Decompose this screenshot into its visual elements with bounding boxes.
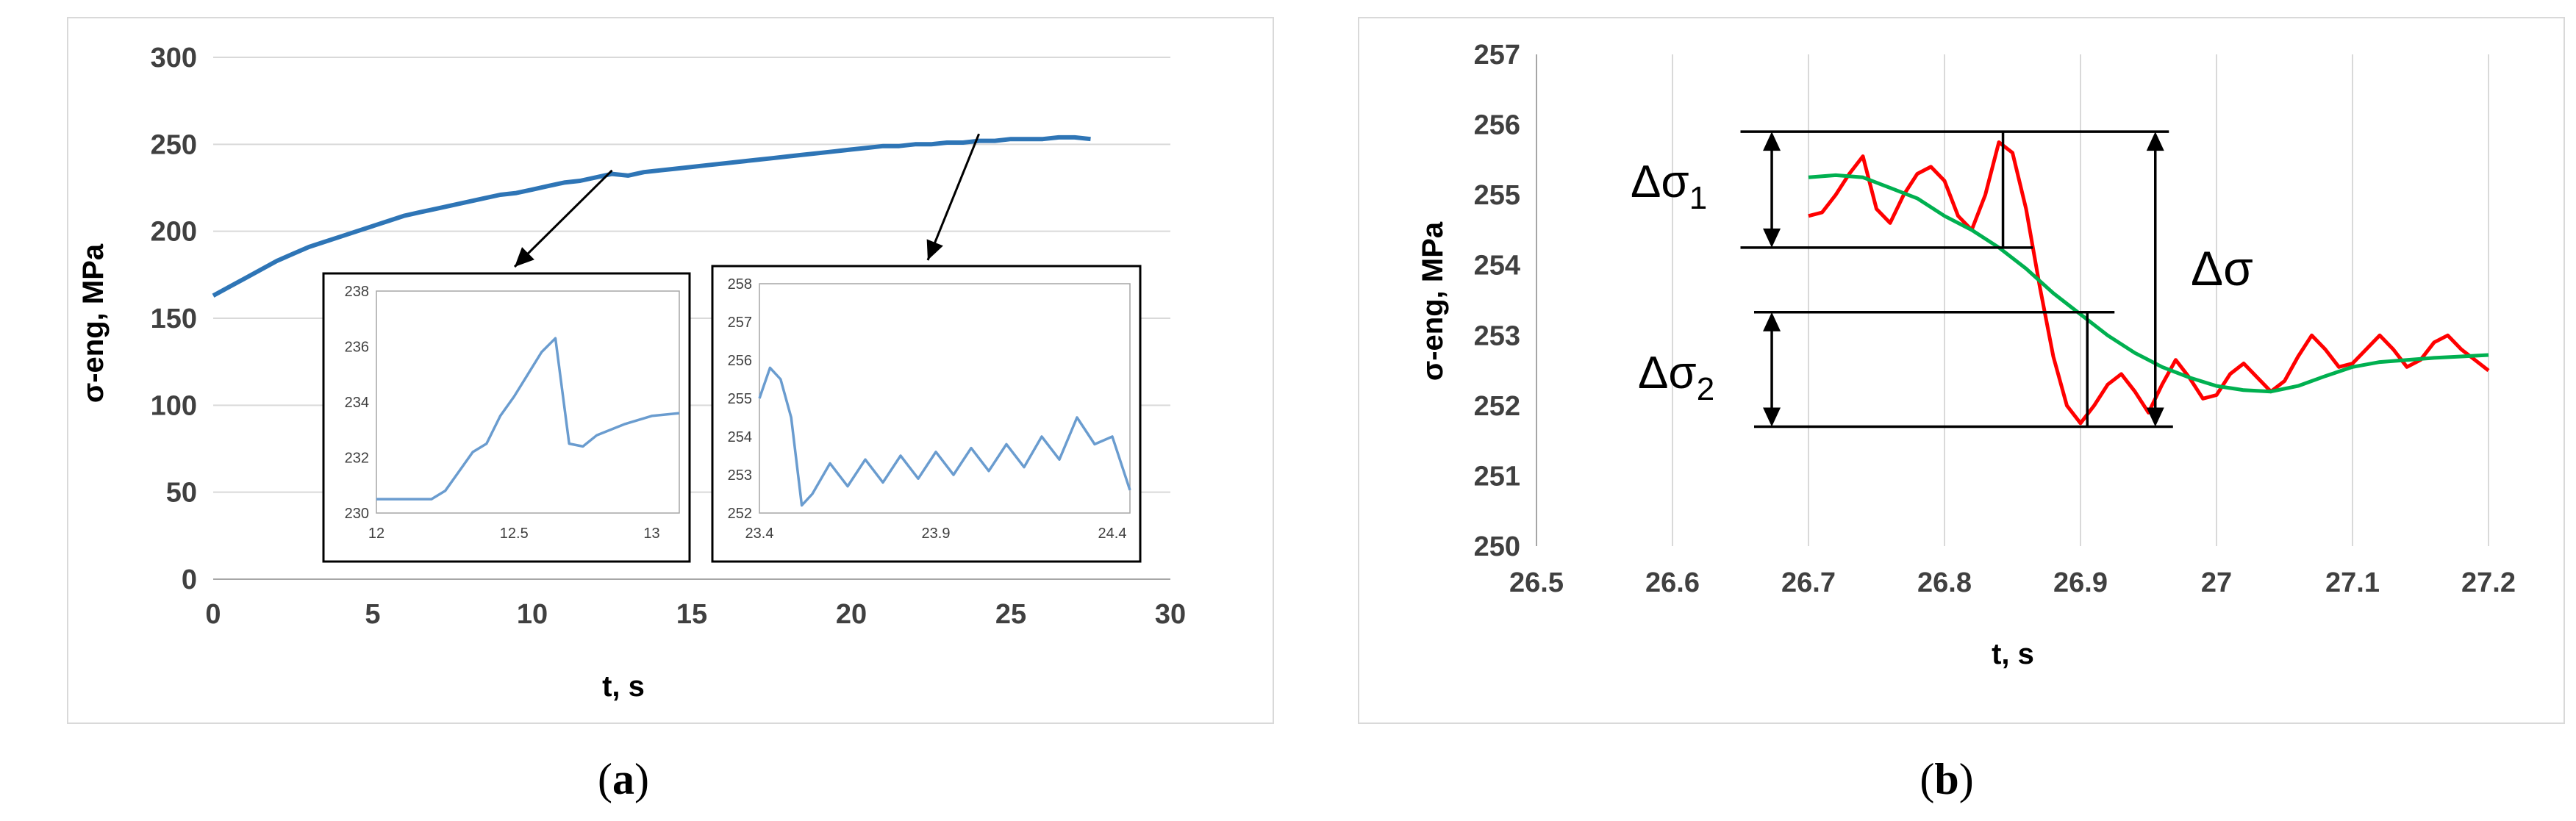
panel-b-x-axis-label: t, s: [1992, 638, 2034, 670]
inset-y-tick-label: 252: [728, 506, 752, 522]
inset-frame: [322, 272, 691, 563]
panel-a-tick-labels: 0 50 100 150 200 250 300 0 5 10 15 20 25 30: [151, 43, 1187, 630]
y-tick-label: 200: [151, 217, 197, 248]
x-tick-label: 26.7: [1781, 567, 1836, 598]
panel-b: 26.5 26.6 26.7 26.8 26.9 27 27.1 27.2 250 251 252 2…: [1358, 17, 2565, 724]
inset-plot-area: [376, 290, 680, 514]
y-tick-label: 50: [166, 478, 197, 509]
y-tick-label: 256: [1474, 110, 1520, 141]
inset-x-tick-label: 13: [643, 526, 659, 542]
x-tick-label: 26.5: [1509, 567, 1564, 598]
inset-y-tick-label: 258: [728, 276, 752, 293]
inset-y-tick-label: 257: [728, 315, 752, 331]
panel-b-gridlines: [1672, 54, 2489, 546]
zoom-arrow-line: [926, 133, 980, 261]
inset-x-tick-label: 12: [368, 526, 384, 542]
delta-sigma-2-label: Δσ2: [1638, 348, 1714, 407]
x-tick-label: 26.6: [1645, 567, 1700, 598]
inset-y-tick-label: 238: [345, 284, 369, 300]
inset-series-line: [758, 366, 1131, 507]
inset-y-tick-label: 236: [345, 340, 369, 356]
panel-a-y-axis-label: σ-eng, MPa: [77, 243, 110, 403]
delta-sigma-2-arrow-head-top: [1763, 312, 1781, 331]
delta-sigma-arrow-head-bottom: [2146, 407, 2164, 427]
x-tick-label: 27: [2201, 567, 2232, 598]
x-tick-label: 30: [1155, 599, 1186, 630]
panel-label-b: (b): [1920, 755, 1973, 803]
y-tick-label: 254: [1474, 251, 1520, 282]
x-tick-label: 26.8: [1917, 567, 1972, 598]
delta-sigma-1-arrow-head-bottom: [1763, 228, 1781, 248]
x-tick-label: 27.2: [2461, 567, 2516, 598]
panel-b-frame: [1358, 17, 2565, 724]
delta-sigma-arrow-head-top: [2146, 132, 2164, 151]
x-tick-label: 27.1: [2325, 567, 2380, 598]
inset-series-line: [376, 337, 680, 501]
inset-x-tick-label: 23.9: [922, 526, 951, 542]
y-tick-label: 251: [1474, 461, 1520, 492]
y-tick-label: 257: [1474, 40, 1520, 71]
y-tick-label: 150: [151, 304, 197, 334]
y-tick-label: 253: [1474, 320, 1520, 351]
inset-x-tick-label: 12.5: [500, 526, 529, 542]
zoom-arrow-line: [513, 169, 613, 268]
y-tick-label: 250: [151, 129, 197, 160]
inset-y-tick-label: 256: [728, 353, 752, 369]
y-tick-label: 252: [1474, 391, 1520, 422]
series-line-1: [1808, 173, 2489, 394]
x-tick-label: 0: [205, 599, 221, 630]
panel-label-a: (a): [598, 755, 649, 803]
zoom-arrow-head: [926, 239, 943, 260]
y-tick-label: 0: [182, 564, 197, 595]
x-tick-label: 10: [517, 599, 548, 630]
x-tick-label: 5: [365, 599, 380, 630]
panel-b-tick-labels: 26.5 26.6 26.7 26.8 26.9 27 27.1 27.2 250 251 252 2…: [1474, 40, 2516, 598]
panel-b-annotations: [1740, 130, 2173, 429]
y-tick-label: 255: [1474, 180, 1520, 211]
inset-frame: [711, 265, 1142, 563]
series-line-0: [1808, 140, 2490, 426]
series-line-0: [212, 135, 1091, 298]
inset-y-tick-label: 234: [345, 395, 369, 411]
y-tick-label: 100: [151, 390, 197, 421]
delta-sigma-1-arrow-head-top: [1763, 132, 1781, 151]
y-tick-label: 300: [151, 43, 197, 74]
inset-2: 252 253 254 255 256 257 258 23.4 23.9 24.4: [711, 265, 1142, 563]
inset-y-tick-label: 253: [728, 467, 752, 484]
panel-a: 0 50 100 150 200 250 300 0 5 10 15 20 25 30 t, s σ-en…: [67, 17, 1274, 724]
x-tick-label: 15: [676, 599, 707, 630]
inset-x-tick-label: 23.4: [745, 526, 774, 542]
y-tick-label: 250: [1474, 531, 1520, 562]
delta-sigma-2-arrow-head-bottom: [1763, 407, 1781, 427]
inset-y-tick-label: 255: [728, 391, 752, 407]
x-tick-label: 26.9: [2053, 567, 2108, 598]
inset-x-tick-label: 24.4: [1098, 526, 1127, 542]
x-tick-label: 25: [995, 599, 1026, 630]
panel-a-zoom-arrows: [513, 133, 980, 268]
panel-b-y-axis-label: σ-eng, MPa: [1417, 221, 1449, 381]
inset-y-tick-label: 254: [728, 429, 752, 445]
panel-a-series: [212, 135, 1091, 298]
inset-y-tick-label: 230: [345, 506, 369, 522]
delta-sigma-label: Δσ: [2191, 241, 2253, 295]
inset-y-tick-label: 232: [345, 451, 369, 467]
inset-1: 230 232 234 236 238 12 12.5 13: [322, 272, 691, 563]
panel-a-x-axis-label: t, s: [602, 670, 645, 703]
panel-b-series: [1808, 140, 2490, 426]
x-tick-label: 20: [836, 599, 867, 630]
delta-sigma-1-label: Δσ1: [1631, 157, 1707, 216]
zoom-arrow-head: [515, 247, 534, 267]
